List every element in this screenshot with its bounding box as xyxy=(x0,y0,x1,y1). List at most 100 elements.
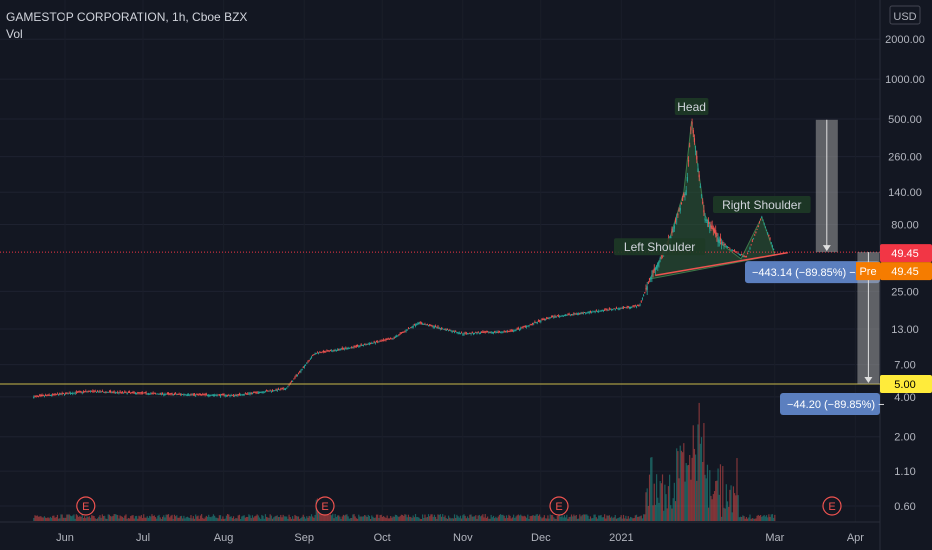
volume-bar xyxy=(40,516,42,521)
volume-bar xyxy=(502,514,504,521)
candle-body xyxy=(390,338,392,340)
candle-body xyxy=(33,396,35,399)
volume-bar xyxy=(56,514,59,521)
candle-body xyxy=(541,319,543,321)
candle-body xyxy=(225,395,228,397)
volume-bar xyxy=(754,518,756,521)
candle-body xyxy=(491,332,493,334)
candle-body xyxy=(185,394,187,396)
volume-bar xyxy=(292,516,294,521)
volume-bar xyxy=(731,512,733,521)
volume-bar xyxy=(419,518,421,521)
candle-body xyxy=(409,328,411,330)
volume-bar xyxy=(751,518,753,521)
candle-body xyxy=(118,392,120,394)
candle-body xyxy=(561,315,563,317)
volume-bar xyxy=(191,518,193,521)
volume-bar xyxy=(91,515,93,521)
candle-body xyxy=(469,332,471,334)
volume-bar xyxy=(126,518,128,521)
candle-body xyxy=(281,388,283,390)
candle-body xyxy=(436,327,438,329)
candle-body xyxy=(237,394,239,395)
candle-body xyxy=(306,363,308,364)
candle-body xyxy=(427,325,430,327)
candle-body xyxy=(372,342,374,344)
volume-bar xyxy=(657,497,659,521)
candle-body xyxy=(494,331,496,333)
volume-bar xyxy=(699,443,701,521)
earnings-marker xyxy=(549,496,569,516)
candle-body xyxy=(313,354,315,356)
volume-bar xyxy=(427,514,430,521)
candle-body xyxy=(544,319,547,321)
volume-bar xyxy=(145,517,147,521)
volume-bar xyxy=(49,516,51,521)
volume-bar xyxy=(385,517,387,521)
volume-bar xyxy=(355,518,358,521)
candle-body xyxy=(384,339,386,341)
volume-bar xyxy=(533,515,535,521)
volume-bar xyxy=(88,516,90,521)
volume-bar xyxy=(457,516,459,521)
volume-bar xyxy=(117,515,119,521)
candle-body xyxy=(654,267,657,271)
volume-bar xyxy=(567,518,569,521)
candle-body xyxy=(88,390,90,392)
candle-body xyxy=(631,306,633,308)
x-tick-label: 2021 xyxy=(609,532,633,544)
candle-body xyxy=(508,331,510,333)
candle-body xyxy=(69,393,72,394)
candle-body xyxy=(672,229,674,233)
candle-body xyxy=(292,380,294,382)
volume-bar xyxy=(488,518,490,521)
volume-indicator-label: Vol xyxy=(6,27,23,41)
candle-body xyxy=(132,391,134,393)
volume-bar xyxy=(487,516,489,521)
candle-body xyxy=(75,391,77,393)
x-tick-label: Jul xyxy=(136,532,150,544)
volume-bar xyxy=(511,517,514,521)
volume-bar xyxy=(331,515,333,521)
candle-body xyxy=(93,390,95,392)
candle-body xyxy=(190,394,192,396)
candle-body xyxy=(100,391,102,393)
volume-bar xyxy=(696,480,698,521)
candle-body xyxy=(332,350,334,352)
volume-bar xyxy=(702,461,704,521)
candle-body xyxy=(399,333,401,335)
candle-body xyxy=(222,393,224,396)
candle-body xyxy=(198,394,200,396)
candle-body xyxy=(703,209,705,213)
volume-bar xyxy=(125,514,127,521)
candle-body xyxy=(143,392,145,394)
candle-body xyxy=(112,392,114,393)
volume-bar xyxy=(378,517,380,521)
volume-bar xyxy=(580,516,582,521)
candle-body xyxy=(258,392,261,394)
candle-body xyxy=(439,328,441,329)
volume-bar xyxy=(508,514,510,521)
volume-bar xyxy=(308,515,310,521)
candle-body xyxy=(697,168,699,172)
volume-bar xyxy=(351,517,353,521)
candle-body xyxy=(599,310,601,312)
candle-body xyxy=(180,394,183,396)
volume-bar xyxy=(358,514,360,521)
volume-bar xyxy=(732,486,735,521)
candle-body xyxy=(647,282,649,284)
volume-bar xyxy=(79,515,81,521)
candle-body xyxy=(334,350,336,351)
candle-body xyxy=(758,222,761,224)
candle-body xyxy=(339,349,341,351)
candle-body xyxy=(56,393,59,395)
candle-body xyxy=(516,328,518,330)
volume-bar xyxy=(329,514,332,521)
candle-body xyxy=(133,392,135,394)
candle-body xyxy=(704,218,706,221)
candle-body xyxy=(450,330,452,332)
candle-body xyxy=(131,392,133,393)
candle-body xyxy=(254,392,256,393)
volume-bar xyxy=(400,514,402,521)
